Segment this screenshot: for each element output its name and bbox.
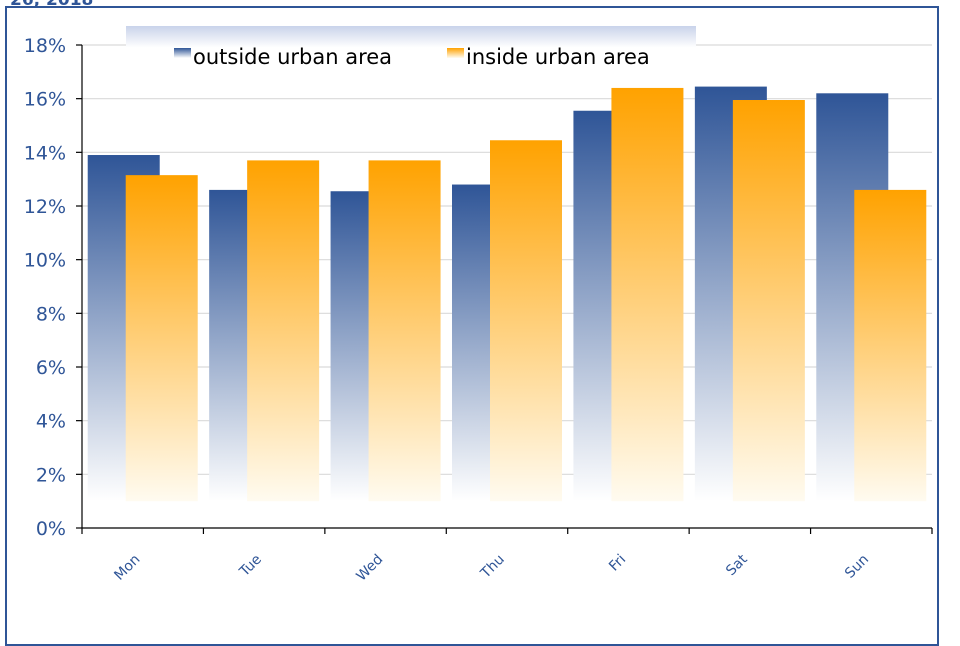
x-axis-ticks: Mon Tue Wed Thu Fri Sat Sun (111, 551, 872, 584)
y-tick-label: 2% (36, 464, 66, 486)
bar-inside-tue (247, 160, 319, 501)
x-tick-label-wed: Wed (353, 552, 386, 585)
x-tick-label-fri: Fri (606, 552, 629, 575)
y-tick-label: 8% (36, 303, 66, 325)
legend: outside urban area inside urban area (126, 26, 696, 74)
bar-inside-sat (733, 100, 805, 501)
x-tick-label-sun: Sun (842, 552, 872, 582)
y-tick-label: 12% (24, 196, 66, 218)
y-tick-label: 4% (36, 411, 66, 433)
y-tick-label: 6% (36, 357, 66, 379)
y-axis-ticks: 0% 2% 4% 6% 8% 10% 12% 14% 16% 18% (24, 35, 66, 540)
bar-inside-sun (854, 190, 926, 501)
y-tick-label: 16% (24, 89, 66, 111)
y-tick-label: 10% (24, 250, 66, 272)
legend-label-inside: inside urban area (466, 45, 650, 69)
y-tick-label: 0% (36, 518, 66, 540)
legend-swatch-outside (174, 48, 191, 58)
legend-label-outside: outside urban area (193, 45, 392, 69)
bar-inside-fri (611, 88, 683, 501)
legend-swatch-inside (447, 48, 464, 58)
bar-inside-mon (126, 175, 198, 501)
bar-chart: 0% 2% 4% 6% 8% 10% 12% 14% 16% 18% Mon Tue Wed Thu Fr… (0, 0, 960, 622)
bar-inside-thu (490, 140, 562, 501)
x-tick-label-sat: Sat (723, 551, 751, 579)
x-tick-label-mon: Mon (111, 552, 143, 584)
x-tick-label-tue: Tue (236, 552, 265, 581)
x-tick-label-thu: Thu (477, 552, 508, 583)
bar-inside-wed (369, 160, 441, 501)
y-tick-label: 18% (24, 35, 66, 57)
bars (88, 87, 927, 502)
y-tick-label: 14% (24, 142, 66, 164)
